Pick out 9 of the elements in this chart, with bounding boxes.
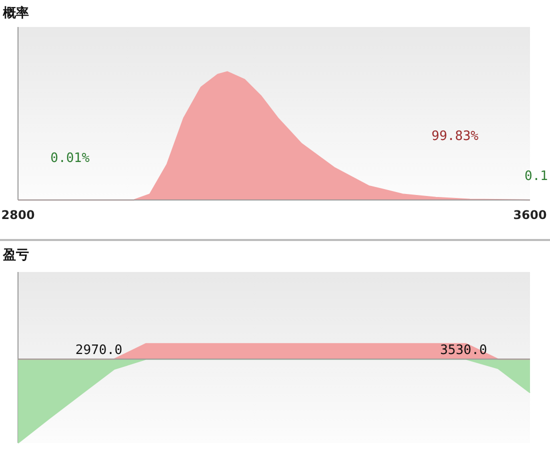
annotation: 2970.0 [75, 343, 122, 358]
annotation: 99.83% [432, 129, 479, 144]
chart-title: 盈亏 [2, 248, 29, 263]
annotation: 0.01% [50, 151, 90, 166]
annotation: 3530.0 [440, 343, 488, 358]
annotation: 0.1 [524, 169, 548, 184]
x-tick-label: 3600 [513, 208, 547, 222]
x-tick-label: 2800 [1, 208, 35, 222]
chart-title: 概率 [2, 5, 29, 21]
